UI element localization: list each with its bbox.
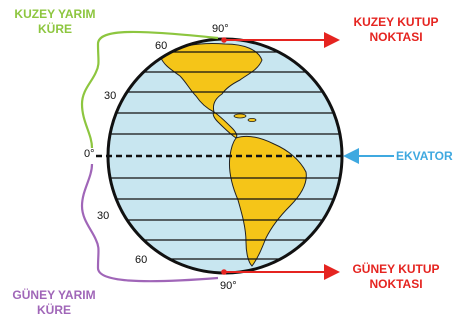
- south-hemisphere-brace: [80, 163, 219, 283]
- globe-ocean: [108, 39, 342, 273]
- north-hemisphere-brace: [80, 30, 219, 149]
- south-pole-line1: GÜNEY KUTUP: [352, 262, 440, 276]
- south-hemisphere-line2: KÜRE: [36, 303, 71, 317]
- north-hemisphere-line2: KÜRE: [37, 22, 72, 36]
- south-pole-line2: NOKTASI: [369, 277, 423, 291]
- north-pole-line2: NOKTASI: [369, 30, 423, 44]
- equator-label: EKVATOR: [396, 149, 453, 163]
- caribbean-island: [233, 113, 247, 119]
- south-hemisphere-line1: GÜNEY YARIM: [12, 288, 96, 302]
- degree-label-south-60: 60: [135, 254, 148, 266]
- degree-label-north-60: 60: [155, 40, 168, 52]
- north-pole-label: KUZEY KUTUP NOKTASI: [340, 15, 452, 45]
- south-hemisphere-label: GÜNEY YARIM KÜRE: [4, 288, 104, 318]
- caribbean-island: [247, 118, 257, 123]
- degree-label-north-90: 90°: [212, 23, 229, 35]
- south-pole-label: GÜNEY KUTUP NOKTASI: [340, 262, 452, 292]
- north-pole-point: [221, 37, 227, 43]
- degree-label-south-30: 30: [97, 210, 110, 222]
- north-hemisphere-label: KUZEY YARIM KÜRE: [6, 7, 104, 37]
- degree-label-north-30: 30: [104, 90, 117, 102]
- degree-label-south-90: 90°: [220, 280, 237, 292]
- north-america-landmass: [159, 43, 263, 113]
- north-pole-line1: KUZEY KUTUP: [353, 15, 439, 29]
- degree-label-equator-0: 0°: [84, 148, 95, 160]
- south-pole-point: [221, 269, 227, 275]
- north-hemisphere-line1: KUZEY YARIM: [14, 7, 96, 21]
